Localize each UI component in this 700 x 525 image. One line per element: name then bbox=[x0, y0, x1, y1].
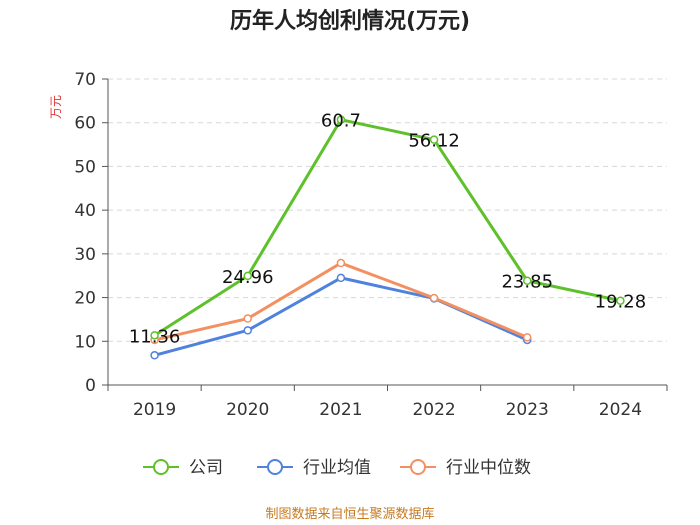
legend-item-0[interactable]: 公司 bbox=[143, 458, 223, 478]
data-label: 56.12 bbox=[408, 131, 460, 152]
data-label: 19.28 bbox=[595, 292, 647, 313]
y-tick-label: 70 bbox=[74, 70, 96, 90]
data-point bbox=[336, 115, 346, 124]
data-label: 23.85 bbox=[501, 272, 553, 293]
data-point bbox=[336, 258, 346, 268]
legend-item-1[interactable]: 行业均值 bbox=[257, 458, 371, 478]
x-tick-label: 2022 bbox=[412, 400, 455, 420]
data-label: 11.36 bbox=[129, 326, 181, 347]
x-tick-label: 2023 bbox=[506, 400, 549, 420]
y-tick-label: 60 bbox=[74, 114, 96, 134]
y-tick-label: 40 bbox=[74, 201, 96, 221]
data-point bbox=[616, 296, 625, 305]
data-point bbox=[243, 314, 252, 323]
series-group bbox=[150, 115, 625, 360]
grid bbox=[108, 78, 667, 342]
y-tick-label: 30 bbox=[74, 245, 96, 265]
data-point bbox=[429, 135, 439, 144]
source-note: 制图数据来自恒生聚源数据库 bbox=[265, 506, 434, 522]
legend-label: 行业中位数 bbox=[446, 458, 531, 478]
x-tick-label: 2019 bbox=[133, 400, 176, 420]
data-label: 24.96 bbox=[222, 267, 274, 288]
data-point bbox=[523, 333, 532, 342]
data-point bbox=[150, 351, 159, 360]
legend-marker bbox=[267, 459, 283, 475]
legend-label: 行业均值 bbox=[303, 458, 371, 478]
axes: 0 10 20 30 40 50 60 70 2019 2020 2021 2022 2023 2024 bbox=[74, 70, 668, 420]
legend-label: 公司 bbox=[189, 458, 223, 478]
legend-marker bbox=[410, 459, 426, 475]
x-tick-label: 2024 bbox=[599, 400, 642, 420]
legend[interactable]: 公司 行业均值 行业中位数 bbox=[143, 458, 531, 478]
data-point bbox=[523, 276, 532, 285]
y-tick-label: 10 bbox=[74, 332, 96, 352]
data-point bbox=[243, 326, 252, 335]
data-labels: 11.36 24.96 60.7 56.12 23.85 19.28 bbox=[129, 111, 646, 348]
x-tick-label: 2021 bbox=[319, 400, 362, 420]
y-tick-label: 50 bbox=[74, 157, 96, 177]
legend-item-2[interactable]: 行业中位数 bbox=[400, 458, 531, 478]
chart-title: 历年人均创利情况(万元) bbox=[230, 8, 470, 34]
data-point bbox=[150, 331, 159, 340]
y-axis-unit: 万元 bbox=[49, 95, 63, 119]
data-point bbox=[243, 271, 252, 281]
series-line-0 bbox=[153, 118, 621, 337]
legend-marker bbox=[153, 459, 169, 475]
data-point bbox=[336, 273, 346, 283]
data-point bbox=[429, 293, 439, 303]
y-tick-label: 0 bbox=[85, 376, 96, 396]
data-label: 60.7 bbox=[321, 111, 361, 132]
x-tick-label: 2020 bbox=[226, 400, 269, 420]
series-line-1 bbox=[154, 276, 528, 357]
y-tick-label: 20 bbox=[74, 289, 96, 309]
